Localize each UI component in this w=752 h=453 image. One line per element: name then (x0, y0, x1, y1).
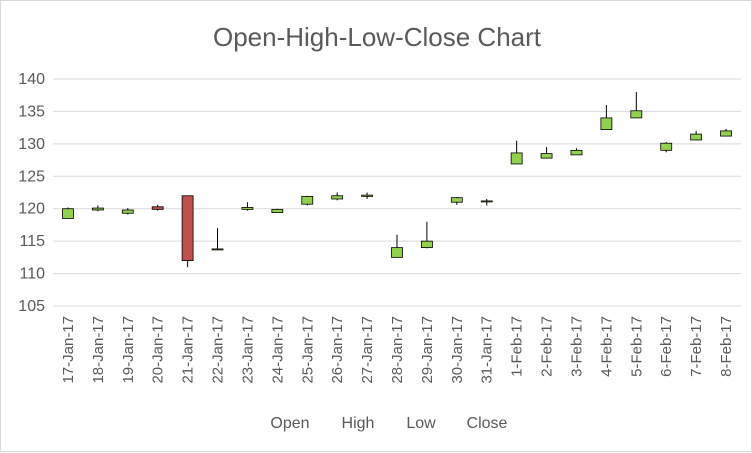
x-tick-label: 1-Feb-17 (509, 316, 526, 377)
candle-body (361, 194, 373, 197)
candle-body (690, 133, 703, 141)
candle-body (630, 110, 643, 119)
candle-body (720, 130, 732, 137)
candle-body (421, 240, 433, 249)
candle (690, 130, 703, 141)
x-tick-label: 23-Jan-17 (239, 316, 256, 384)
y-axis-ticks: 105 110 115 120 125 130 135 140 (18, 71, 45, 315)
x-tick-label: 28-Jan-17 (389, 316, 406, 384)
candle (301, 195, 314, 206)
x-tick-label: 3-Feb-17 (568, 316, 585, 377)
y-tick-label: 115 (19, 233, 45, 250)
x-tick-label: 31-Jan-17 (479, 316, 496, 384)
x-tick-label: 2-Feb-17 (539, 316, 556, 377)
candle (241, 202, 254, 211)
candle (151, 204, 164, 211)
candle (211, 228, 224, 251)
candle-body (91, 207, 104, 211)
x-tick-label: 22-Jan-17 (210, 316, 227, 384)
candle (62, 207, 74, 219)
x-tick-label: 5-Feb-17 (628, 316, 645, 377)
x-tick-label: 18-Jan-17 (90, 316, 107, 384)
candle (600, 104, 613, 130)
candle-body (241, 207, 254, 210)
candle (121, 208, 134, 215)
y-tick-label: 120 (18, 201, 45, 218)
x-tick-label: 4-Feb-17 (598, 316, 615, 377)
candle (181, 195, 194, 268)
legend-entry: Low (406, 415, 436, 432)
y-tick-label: 125 (18, 168, 45, 185)
candle (361, 192, 373, 199)
candles (62, 91, 732, 268)
candle-body (510, 152, 523, 165)
candle (570, 148, 583, 156)
candle-body (62, 208, 74, 219)
y-tick-label: 135 (18, 103, 45, 120)
candle-body (600, 117, 613, 130)
x-tick-label: 30-Jan-17 (449, 316, 466, 384)
candle (91, 205, 104, 212)
x-tick-label: 8-Feb-17 (718, 316, 735, 377)
legend-entry: Open (270, 415, 309, 432)
x-tick-label: 25-Jan-17 (299, 316, 316, 384)
candle-body (121, 209, 134, 214)
x-tick-label: 27-Jan-17 (359, 316, 376, 384)
x-tick-label: 17-Jan-17 (60, 316, 77, 384)
x-tick-label: 24-Jan-17 (269, 316, 286, 384)
candle (331, 192, 344, 201)
y-tick-label: 140 (18, 71, 45, 88)
x-tick-label: 29-Jan-17 (419, 316, 436, 384)
candle (720, 128, 732, 137)
x-axis-ticks: 17-Jan-17 18-Jan-17 19-Jan-17 20-Jan-17 21-J… (60, 316, 735, 384)
x-tick-label: 6-Feb-17 (658, 316, 675, 377)
candle-body (480, 200, 493, 203)
candle-body (540, 153, 553, 159)
y-tick-label: 110 (19, 266, 45, 283)
candle (391, 234, 403, 258)
x-tick-label: 20-Jan-17 (150, 316, 167, 384)
legend: Open High Low Close (270, 415, 507, 432)
legend-entry: Close (467, 415, 508, 432)
candle (480, 198, 493, 206)
candle-body (271, 208, 284, 214)
candle-body (331, 195, 344, 200)
chart-title: Open-High-Low-Close Chart (213, 22, 542, 52)
candle-body (660, 142, 673, 151)
candle-body (181, 195, 194, 261)
candle (510, 140, 523, 165)
candle-body (211, 248, 224, 251)
candle (271, 208, 284, 214)
y-tick-label: 105 (18, 298, 45, 315)
candle (450, 197, 463, 205)
legend-entry: High (342, 415, 375, 432)
candle-body (391, 247, 403, 258)
x-tick-label: 7-Feb-17 (688, 316, 705, 377)
y-tick-label: 130 (18, 136, 45, 153)
candle (540, 147, 553, 159)
candle-body (301, 195, 314, 205)
candle (421, 221, 433, 249)
candle (660, 141, 673, 153)
x-tick-label: 26-Jan-17 (329, 316, 346, 384)
candle-body (151, 206, 164, 210)
candle-body (450, 197, 463, 203)
x-tick-label: 19-Jan-17 (120, 316, 137, 384)
candle (630, 91, 643, 119)
candle-body (570, 149, 583, 156)
x-tick-label: 21-Jan-17 (180, 316, 197, 384)
